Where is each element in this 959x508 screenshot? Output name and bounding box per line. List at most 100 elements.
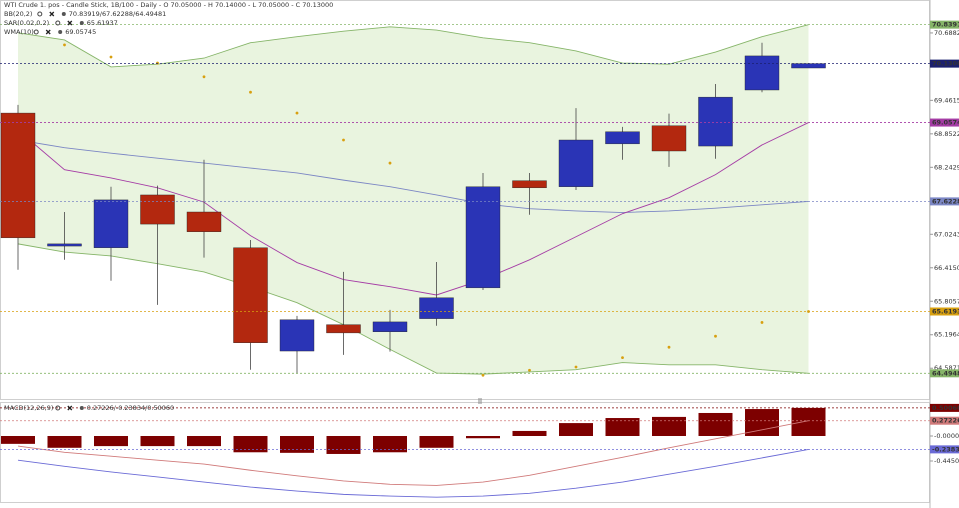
candle-body [186, 211, 222, 232]
level-label-box [930, 59, 959, 68]
histogram-bar [745, 409, 779, 436]
legend-readout: 70.83919/67.62288/64.49481 [69, 10, 166, 18]
candle-body [744, 55, 780, 91]
candle-body [419, 297, 454, 319]
sar-dot [574, 365, 578, 369]
sar-dot [388, 161, 392, 165]
remove-icon[interactable] [45, 29, 51, 35]
candle-body [698, 96, 733, 147]
histogram-bar [326, 436, 361, 454]
legend-name: SAR(0.02,0.2) [4, 19, 49, 27]
remove-icon[interactable] [67, 405, 73, 411]
candle-body [279, 319, 315, 352]
level-label-box [930, 197, 959, 206]
histogram-bar [698, 412, 733, 436]
y-tick-label: 67.02435 [934, 230, 959, 238]
band-fill [18, 24, 809, 375]
candle-body [140, 194, 175, 225]
level-label-box [930, 445, 959, 454]
candle-body [791, 63, 826, 69]
histogram-bar [652, 416, 686, 436]
indicator-line [17, 122, 809, 296]
sar-dot [249, 90, 252, 94]
sar-dot [202, 75, 206, 79]
sar-dot [156, 61, 159, 65]
eye-icon[interactable] [55, 405, 61, 411]
candle-body [47, 243, 82, 247]
histogram-bar [512, 430, 547, 436]
level-label: 70.13000 [932, 60, 959, 68]
sar-dot [295, 111, 299, 115]
indicator-line [17, 139, 809, 213]
remove-icon[interactable] [49, 11, 55, 17]
y-tick-label: 66.41503 [934, 264, 959, 272]
level-label: 0.27226 [932, 417, 959, 425]
chart-title: WTI Crude 1. pos - Candle Stick, 1B/100 … [4, 1, 333, 9]
level-label: 70.83919 [932, 21, 959, 29]
sar-dot [342, 138, 345, 142]
y-tick-label: 68.85228 [934, 130, 959, 138]
sar-dot [109, 55, 113, 59]
y-tick-label: 64.58710 [934, 364, 959, 372]
candle-body [372, 321, 408, 333]
sar-dot [481, 373, 485, 377]
level-label: 69.05745 [932, 119, 959, 127]
level-label-box [930, 307, 959, 316]
histogram-bar [605, 418, 640, 436]
candle-body [0, 112, 36, 239]
sar-dot [667, 345, 671, 349]
settings-icon[interactable] [79, 21, 84, 25]
sar-dot [63, 43, 66, 47]
settings-icon[interactable] [61, 12, 66, 16]
histogram-bar [187, 436, 221, 447]
histogram-bar [419, 436, 454, 448]
candle-body [93, 199, 129, 248]
histogram-bar [373, 436, 407, 453]
sar-dot [621, 356, 624, 360]
y-tick-label: 68.24297 [934, 163, 959, 171]
settings-icon[interactable] [58, 30, 63, 34]
level-label-box [930, 20, 959, 29]
histogram-bar [1, 436, 35, 444]
level-label: 67.62288 [932, 197, 959, 205]
eye-icon[interactable] [33, 29, 39, 35]
indicator-line [17, 448, 809, 498]
legend-readout: 0.27226/-0.23834/0.50060 [87, 404, 174, 412]
level-label-box [930, 403, 959, 412]
indicator-line [17, 420, 809, 486]
y-tick-label: 70.68822 [934, 29, 959, 37]
candle-body [465, 186, 501, 289]
settings-icon[interactable] [79, 406, 84, 410]
candle-body [605, 131, 640, 145]
eye-icon[interactable] [37, 11, 43, 17]
legend-name: BB(20,2) [4, 10, 32, 18]
legend-name: WMA(10) [4, 28, 34, 36]
y-tick-label: 69.46159 [934, 96, 959, 104]
histogram-bar [559, 423, 593, 436]
legend-readout: 69.05745 [65, 28, 96, 36]
histogram-bar [280, 436, 314, 453]
histogram-bar [140, 436, 175, 447]
y-tick-label: -0.00000 [934, 432, 959, 440]
histogram-bar [233, 436, 268, 453]
eye-icon[interactable] [55, 20, 61, 26]
histogram-bar [47, 436, 82, 448]
candle-body [233, 247, 268, 343]
legend-name: MACD(12,26,9) [4, 404, 53, 412]
level-label-box [930, 118, 959, 127]
sar-dot [760, 321, 764, 324]
remove-icon[interactable] [67, 20, 73, 26]
level-label: 0.50060 [932, 404, 959, 412]
sar-dot [714, 334, 717, 338]
level-label-box [930, 416, 959, 425]
y-tick-label: 65.19641 [934, 331, 959, 339]
level-label: -0.23834 [932, 445, 959, 453]
sar-dot [528, 368, 531, 372]
indicator-line [17, 243, 809, 375]
histogram-bar [791, 407, 826, 436]
level-label-box [930, 369, 959, 378]
indicator-line [17, 24, 809, 68]
y-tick-label: 65.80572 [934, 297, 959, 305]
candle-body [651, 125, 687, 152]
